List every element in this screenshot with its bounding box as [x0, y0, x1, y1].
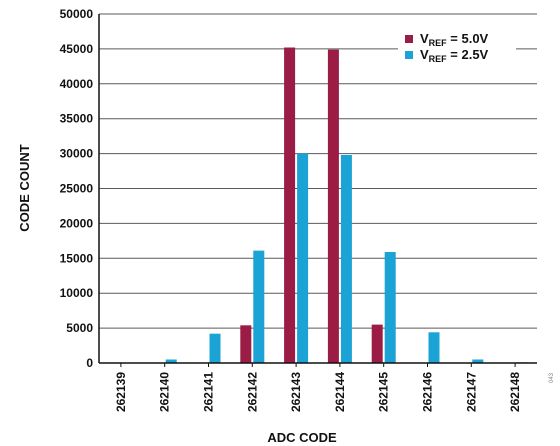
- y-tick-label: 40000: [60, 77, 94, 91]
- legend-background: [398, 31, 516, 65]
- legend-swatch-0: [405, 35, 413, 43]
- y-tick-label: 45000: [60, 42, 94, 56]
- x-tick-label: 262143: [289, 372, 303, 412]
- x-tick-label: 262140: [158, 372, 172, 412]
- grid-lines: [99, 13, 537, 364]
- y-tick-label: 5000: [66, 321, 93, 335]
- bar-vref-2-5v-262143: [297, 153, 309, 363]
- y-tick-label: 50000: [60, 7, 94, 21]
- x-tick-label: 262148: [508, 372, 522, 412]
- bar-vref-5v-262144: [327, 49, 339, 364]
- y-tick-labels: 0 5000 10000 15000 20000 25000 30000 35000 40000…: [60, 7, 94, 370]
- bar-vref-2-5v-262144: [340, 154, 352, 363]
- x-tick-label: 262141: [202, 372, 216, 412]
- x-tick-label: 262145: [377, 372, 391, 412]
- bar-vref-5v-262142: [240, 325, 252, 363]
- x-tick-label: 262146: [421, 372, 435, 412]
- y-tick-label: 20000: [60, 216, 94, 230]
- x-tick-label: 262147: [464, 372, 478, 412]
- x-tick-label: 262139: [114, 372, 128, 412]
- bars: [165, 47, 528, 364]
- x-tick-label: 262144: [333, 372, 347, 412]
- y-tick-label: 30000: [60, 147, 94, 161]
- figure-id: 043: [549, 372, 555, 383]
- axes: [98, 14, 537, 367]
- y-tick-label: 15000: [60, 251, 94, 265]
- x-axis-title: ADC CODE: [267, 430, 337, 445]
- y-tick-label: 10000: [60, 286, 94, 300]
- bar-vref-5v-262145: [371, 324, 383, 363]
- y-axis-title: CODE COUNT: [17, 144, 32, 231]
- legend-label-0: VREF = 5.0V: [420, 31, 489, 48]
- bar-vref-2-5v-262142: [253, 250, 265, 363]
- y-tick-label: 0: [86, 356, 93, 370]
- bar-vref-2-5v-262140: [165, 359, 177, 363]
- y-tick-label: 25000: [60, 182, 94, 196]
- bar-vref-2-5v-262146: [428, 332, 440, 363]
- bar-vref-2-5v-262147: [472, 359, 484, 363]
- bar-vref-5v-262143: [284, 47, 296, 364]
- legend-label-1: VREF = 2.5V: [420, 47, 489, 64]
- bar-vref-2-5v-262145: [384, 252, 396, 363]
- bar-vref-2-5v-262141: [209, 333, 221, 363]
- x-tick-labels: 262139 262140 262141 262142 262143 262144 2621…: [114, 372, 522, 412]
- legend-swatch-1: [405, 51, 413, 59]
- y-tick-label: 35000: [60, 112, 94, 126]
- x-tick-label: 262142: [245, 372, 259, 412]
